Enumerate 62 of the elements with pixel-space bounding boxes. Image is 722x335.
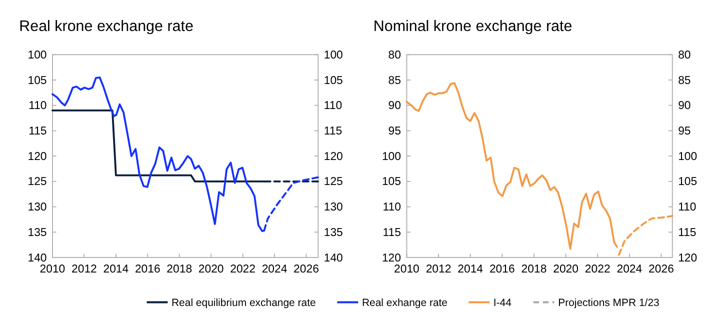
y-tick-label: 90: [388, 100, 401, 112]
x-tick-label: 2024: [616, 264, 643, 276]
x-tick-label: 2020: [553, 264, 578, 276]
x-tick-label: 2014: [103, 264, 130, 276]
y2-tick-label: 105: [324, 74, 343, 87]
x-tick-label: 2010: [40, 264, 66, 276]
y-tick-label: 110: [382, 202, 401, 214]
y2-tick-label: 120: [678, 252, 698, 264]
y-tick-label: 120: [28, 150, 47, 163]
y-tick-label: 135: [28, 226, 47, 239]
line-series: [618, 214, 674, 256]
x-tick-label: 2022: [584, 264, 610, 276]
y-tick-label: 100: [382, 150, 401, 163]
chart-title: Nominal krone exchange rate: [373, 18, 572, 35]
y2-tick-label: 110: [324, 100, 342, 112]
x-tick-label: 2012: [426, 264, 452, 276]
y2-tick-label: 80: [678, 49, 691, 62]
x-tick-label: 2016: [489, 264, 515, 276]
y2-tick-label: 100: [324, 49, 343, 62]
x-tick-label: 2014: [458, 264, 484, 276]
y2-tick-label: 125: [324, 176, 343, 188]
x-tick-label: 2016: [134, 264, 160, 276]
y-tick-label: 105: [382, 176, 401, 188]
x-tick-label: 2022: [230, 264, 256, 276]
legend-label: I-44: [493, 298, 512, 310]
y-tick-label: 110: [28, 100, 47, 112]
x-tick-label: 2026: [294, 264, 319, 276]
x-tick-label: 2010: [394, 264, 420, 276]
y2-tick-label: 120: [324, 150, 343, 163]
y-tick-label: 80: [388, 49, 401, 62]
legend-label: Real equilibrium exchange rate: [172, 298, 316, 310]
y2-tick-label: 115: [678, 226, 696, 239]
x-tick-label: 2020: [198, 264, 224, 276]
y-tick-label: 100: [28, 49, 47, 62]
y2-tick-label: 135: [324, 226, 343, 239]
y2-tick-label: 85: [678, 74, 691, 87]
x-tick-label: 2018: [521, 264, 547, 276]
y-tick-label: 105: [28, 74, 47, 87]
y2-tick-label: 95: [678, 126, 691, 138]
y2-tick-label: 105: [678, 176, 698, 188]
y2-tick-label: 90: [678, 100, 691, 112]
line-series: [406, 82, 618, 250]
y2-tick-label: 115: [324, 126, 342, 138]
y-tick-label: 115: [382, 226, 401, 239]
y2-tick-label: 140: [324, 252, 343, 264]
y2-tick-label: 110: [678, 202, 696, 214]
x-tick-label: 2018: [166, 264, 192, 276]
y-tick-label: 115: [28, 126, 47, 138]
y-tick-label: 85: [388, 74, 401, 87]
y-tick-label: 130: [28, 202, 47, 214]
y-tick-label: 140: [28, 252, 47, 264]
y-tick-label: 125: [28, 176, 47, 188]
y-tick-label: 95: [388, 126, 401, 138]
y2-tick-label: 130: [324, 202, 343, 214]
x-tick-label: 2024: [262, 264, 288, 276]
x-tick-label: 2026: [648, 264, 674, 276]
y2-tick-label: 100: [678, 150, 698, 163]
legend-label: Projections MPR 1/23: [558, 298, 660, 310]
x-tick-label: 2012: [72, 264, 97, 276]
chart-title: Real krone exchange rate: [19, 18, 194, 35]
y-tick-label: 120: [382, 252, 401, 264]
legend-label: Real exhange rate: [362, 298, 448, 310]
